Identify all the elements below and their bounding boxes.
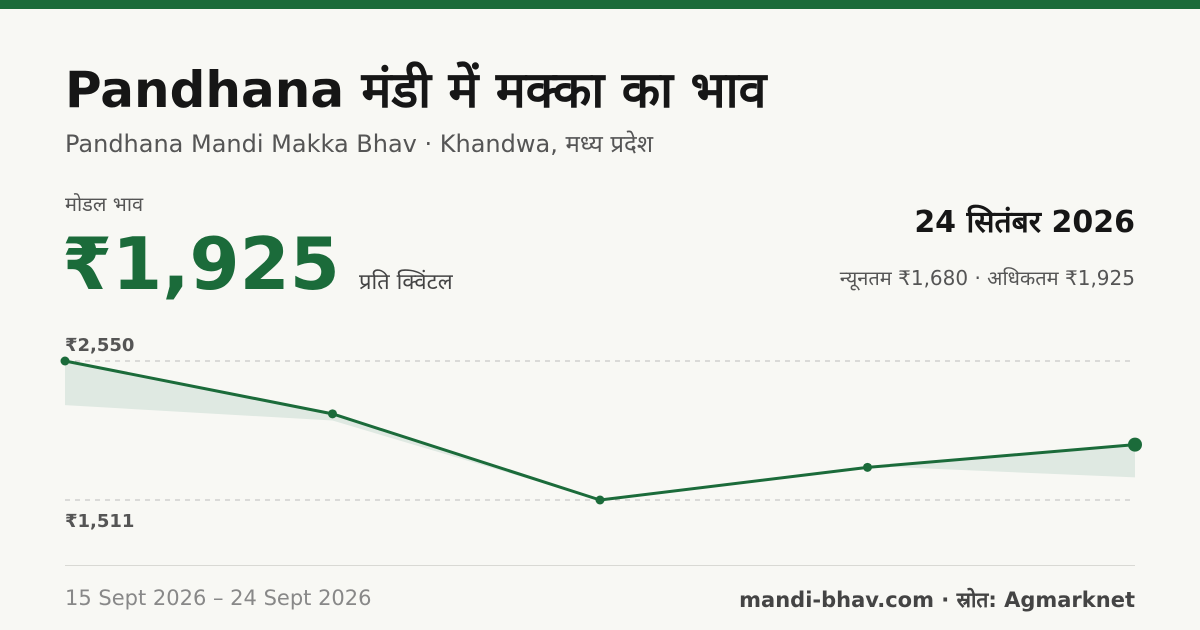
data-point-3 bbox=[595, 495, 605, 505]
top-accent-bar bbox=[0, 0, 1200, 9]
price-range-band bbox=[65, 361, 1135, 500]
modal-price-line bbox=[64, 359, 1136, 502]
modal-price-label: मोडल भाव bbox=[65, 192, 144, 216]
data-point-4 bbox=[863, 462, 872, 472]
footer-divider bbox=[65, 565, 1135, 566]
y-tick-label-max: ₹2,550 bbox=[65, 335, 134, 356]
price-chart: ₹2,550 ₹1,511 bbox=[0, 320, 1200, 550]
price-row: ₹1,925 प्रति क्विंटल bbox=[62, 222, 453, 306]
data-point-1 bbox=[60, 356, 70, 366]
source-credit: mandi-bhav.com · स्रोत: Agmarknet bbox=[739, 588, 1135, 612]
modal-price-value: ₹1,925 bbox=[62, 222, 340, 306]
data-point-5 bbox=[1128, 437, 1142, 452]
price-chart-svg: ₹2,550 ₹1,511 bbox=[60, 335, 1142, 532]
page-subtitle: Pandhana Mandi Makka Bhav · Khandwa, मध्… bbox=[65, 130, 654, 158]
price-unit: प्रति क्विंटल bbox=[358, 270, 453, 295]
page-title: Pandhana मंडी में मक्का का भाव bbox=[65, 61, 767, 119]
y-tick-label-min: ₹1,511 bbox=[65, 511, 134, 532]
data-point-2 bbox=[328, 409, 337, 419]
min-max-prices: न्यूनतम ₹1,680 · अधिकतम ₹1,925 bbox=[839, 266, 1135, 290]
date-range: 15 Sept 2026 – 24 Sept 2026 bbox=[65, 586, 372, 610]
price-date: 24 सितंबर 2026 bbox=[914, 205, 1135, 240]
